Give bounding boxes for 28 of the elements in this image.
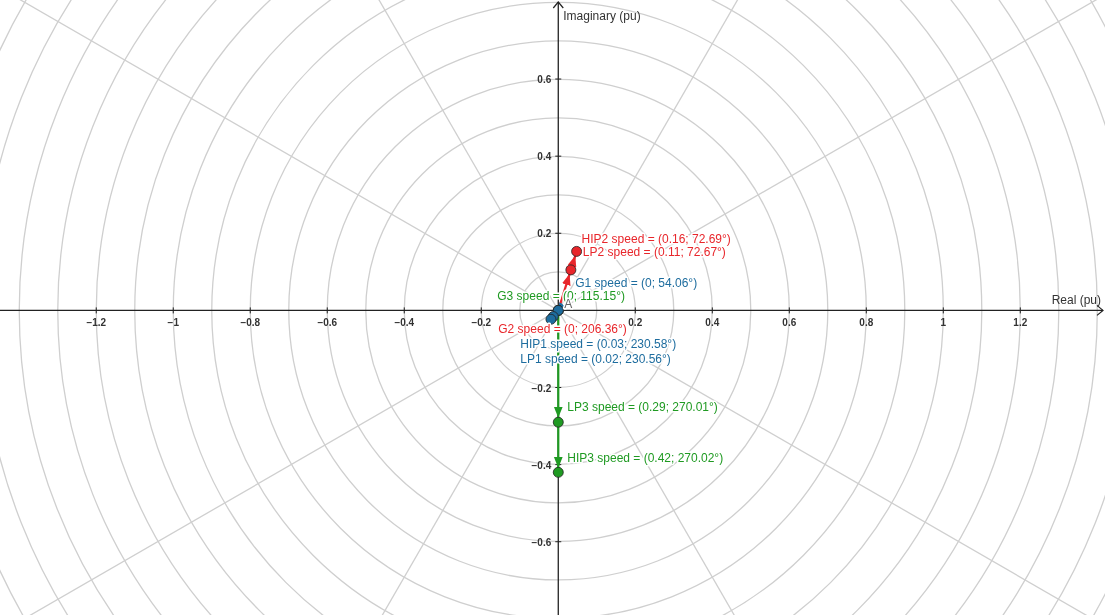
y-tick-label: 0.6 — [537, 74, 552, 86]
x-tick-label: −0.8 — [240, 317, 261, 329]
y-tick-label: −0.2 — [531, 382, 552, 394]
point — [552, 416, 564, 428]
point — [552, 466, 564, 478]
x-tick-label: 1.2 — [1013, 317, 1028, 329]
x-tick-label: 1 — [940, 317, 947, 329]
y-tick-label: 0.2 — [537, 228, 552, 240]
x-tick-label: 0.2 — [628, 317, 643, 329]
x-tick-label: 0.6 — [782, 317, 797, 329]
x-tick-label: −1 — [167, 317, 180, 329]
y-tick-label: 0.4 — [537, 151, 552, 163]
x-tick-label: 0.8 — [859, 317, 874, 329]
y-axis-title: Imaginary (pu) — [563, 9, 641, 23]
x-tick-label: −0.2 — [471, 317, 492, 329]
annotation: HIP2 speed = (0.16; 72.69°) — [581, 232, 731, 247]
x-tick-label: 0.4 — [705, 317, 720, 329]
x-tick-label: −0.4 — [394, 317, 415, 329]
y-tick-label: −0.4 — [531, 459, 552, 471]
y-tick-label: −0.6 — [531, 536, 552, 548]
point — [565, 264, 577, 276]
annotation: LP3 speed = (0.29; 270.01°) — [567, 400, 718, 415]
annotation: G1 speed = (0; 54.06°) — [575, 276, 698, 291]
point — [571, 246, 582, 257]
annotation: HIP3 speed = (0.42; 270.02°) — [567, 451, 724, 466]
x-tick-label: −0.6 — [317, 317, 338, 329]
x-tick-label: −1.2 — [86, 317, 107, 329]
x-axis-title: Real (pu) — [1051, 293, 1101, 308]
